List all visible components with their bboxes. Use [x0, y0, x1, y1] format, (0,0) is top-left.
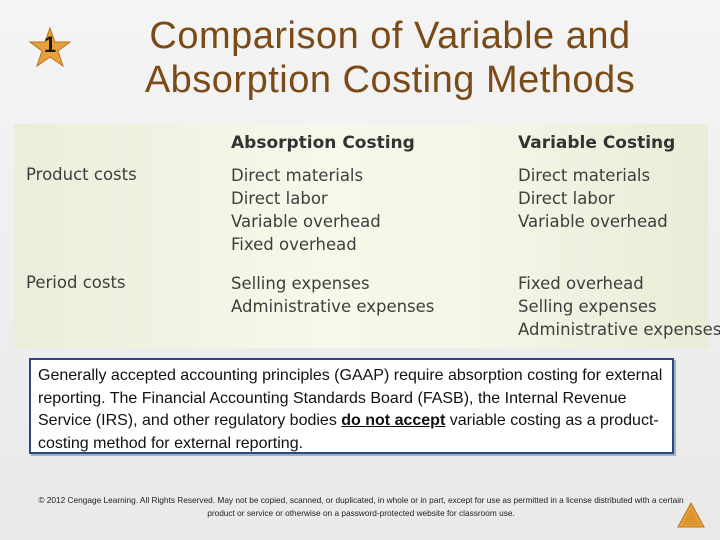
product-costs-absorption: Direct materials Direct labor Variable o… [231, 164, 381, 256]
list-item: Direct materials [518, 166, 651, 185]
title-line-2: Absorption Costing Methods [144, 59, 636, 101]
corner-triangle-icon [677, 501, 705, 528]
copyright-notice: © 2012 Cengage Learning. All Rights Rese… [38, 495, 684, 518]
slide-number-badge: 1 [28, 26, 72, 70]
note-text-before: Generally accepted accounting principles… [38, 367, 663, 429]
list-item: Selling expenses [518, 297, 657, 316]
list-item: Selling expenses [231, 274, 370, 293]
comparison-table: Absorption Costing Variable Costing Prod… [14, 124, 720, 348]
product-costs-variable: Direct materials Direct labor Variable o… [518, 164, 668, 233]
list-item: Variable overhead [231, 212, 381, 231]
list-item: Fixed overhead [518, 274, 644, 293]
title-line-1: Comparison of Variable and [149, 15, 631, 57]
header-variable-costing: Variable Costing [518, 133, 676, 153]
list-item: Direct labor [231, 189, 328, 208]
gaap-note-box: Generally accepted accounting principles… [29, 358, 674, 454]
page-title: Comparison of Variable and Absorption Co… [80, 14, 700, 102]
list-item: Direct labor [518, 189, 615, 208]
note-emphasis: do not accept [341, 412, 446, 429]
period-costs-absorption: Selling expenses Administrative expenses [231, 272, 434, 318]
list-item: Administrative expenses [518, 320, 720, 339]
list-item: Administrative expenses [231, 297, 435, 316]
list-item: Direct materials [231, 166, 364, 185]
list-item: Fixed overhead [231, 235, 357, 254]
row-label-period-costs: Period costs [26, 273, 126, 292]
period-costs-variable: Fixed overhead Selling expenses Administ… [518, 272, 720, 341]
header-absorption-costing: Absorption Costing [231, 133, 415, 153]
slide-number: 1 [43, 32, 57, 57]
star-icon [28, 26, 72, 68]
list-item: Variable overhead [518, 212, 668, 231]
note-text-after: variable costing as a product-costing me… [38, 412, 659, 452]
row-label-product-costs: Product costs [26, 165, 137, 184]
